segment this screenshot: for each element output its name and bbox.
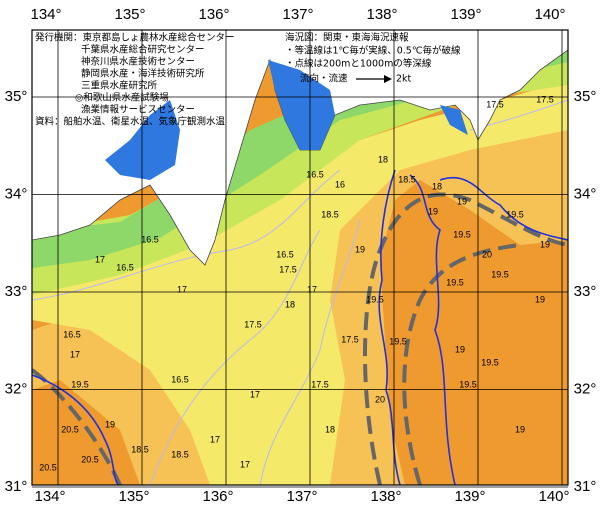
- longitude-label: 138°: [366, 6, 397, 23]
- longitude-label: 139°: [454, 488, 485, 505]
- latitude-label: 34°: [574, 185, 597, 202]
- isotherm-label: 17: [210, 434, 220, 444]
- isotherm-label: 19: [540, 239, 550, 249]
- note: ・点線は200mと1000mの等深線: [285, 58, 432, 70]
- longitude-label: 140°: [534, 6, 565, 23]
- isotherm-label: 17.5: [341, 334, 359, 344]
- latitude-label: 35°: [574, 88, 597, 105]
- isotherm-label: 19.5: [366, 294, 384, 304]
- isotherm-label: 19: [515, 424, 525, 434]
- isotherm-label: 19.5: [491, 269, 509, 279]
- isotherm-label: 19: [428, 206, 438, 216]
- longitude-label: 137°: [282, 6, 313, 23]
- graticule: [32, 30, 568, 488]
- longitude-label: 135°: [114, 6, 145, 23]
- isotherm-label: 17: [250, 389, 260, 399]
- isotherm-label: 17: [95, 254, 105, 264]
- isotherm-label: 16: [335, 179, 345, 189]
- isotherm-label: 20.5: [61, 424, 79, 434]
- isotherm-label: 17: [70, 349, 80, 359]
- longitude-label: 134°: [34, 488, 65, 505]
- source: 資料：船舶水温、衛星水温、気象庁観測水温: [35, 116, 226, 128]
- isotherm-label: 18.5: [131, 444, 149, 454]
- isotherm-label: 19.5: [453, 229, 471, 239]
- isotherm-label: 16.5: [116, 262, 134, 272]
- latitude-label: 33°: [5, 283, 28, 300]
- isotherm-label: 17.5: [244, 319, 262, 329]
- isotherm-label: 18.5: [398, 174, 416, 184]
- isotherm-label: 18: [432, 181, 442, 191]
- latitude-label: 31°: [5, 478, 28, 495]
- map-notes: 海況図：関東・東海海況速報 ・等温線は1℃毎が実線、0.5℃毎が破線 ・点線は2…: [285, 32, 461, 85]
- isotherm-label: 16.5: [306, 169, 324, 179]
- current-label: 流向・流速: [300, 73, 348, 85]
- issuer: 三重県水産研究所: [81, 80, 158, 92]
- isotherm-label: 17.5: [486, 99, 504, 109]
- isotherm-label: 17: [307, 284, 317, 294]
- longitude-label: 136°: [202, 488, 233, 505]
- isotherm-label: 17: [177, 284, 187, 294]
- longitude-label: 139°: [450, 6, 481, 23]
- isotherm-label: 19.5: [481, 357, 499, 367]
- issuer: ◎和歌山県水産試験場: [75, 92, 169, 104]
- issuer: 神奈川県水産技術センター: [81, 56, 195, 68]
- isotherm-label: 19: [455, 344, 465, 354]
- issuer: 漁業情報サービスセンター: [81, 104, 195, 116]
- isotherm-label: 16.5: [171, 374, 189, 384]
- isotherm-label: 17.5: [311, 379, 329, 389]
- current-speed: 2kt: [396, 74, 412, 85]
- isotherm-label: 18: [378, 154, 388, 164]
- issuer: 発行機関：東京都島しょ農林水産総合センター: [35, 32, 235, 44]
- isotherm-label: 20: [482, 249, 492, 259]
- latitude-label: 31°: [574, 478, 597, 495]
- sea-surface: [32, 30, 568, 485]
- isotherm-label: 19: [457, 196, 467, 206]
- isotherm-label: 19.5: [389, 336, 407, 346]
- latitude-label: 33°: [574, 283, 597, 300]
- current-arrowhead: [384, 75, 392, 83]
- isotherm-label: 16.5: [141, 234, 159, 244]
- isotherm-label: 18.5: [321, 209, 339, 219]
- contour-labels: 17.5 17.5 18 18.5 18 19 19.5 19 19.5 19 20 19 19.5 19…: [39, 94, 554, 472]
- latitude-label: 32°: [5, 380, 28, 397]
- isotherm-label: 17: [240, 459, 250, 469]
- isotherm-label: 19.5: [459, 379, 477, 389]
- latitude-label: 32°: [574, 380, 597, 397]
- isotherm-label: 19.5: [71, 379, 89, 389]
- map-frame: [31, 29, 569, 486]
- isotherm-label: 17.5: [279, 264, 297, 274]
- isotherm-label: 19: [535, 294, 545, 304]
- isotherm-label: 19.5: [506, 209, 524, 219]
- issuer: 静岡県水産・海洋技術研究所: [81, 68, 205, 80]
- longitude-label: 135°: [118, 488, 149, 505]
- longitude-label: 134°: [30, 6, 61, 23]
- note: 海況図：関東・東海海況速報: [285, 32, 409, 44]
- isotherm-label: 19: [105, 419, 115, 429]
- isotherm-label: 18.5: [171, 449, 189, 459]
- longitude-label: 137°: [286, 488, 317, 505]
- isotherm-label: 19: [355, 244, 365, 254]
- isotherm-label: 20: [375, 394, 385, 404]
- isotherm-label: 16.5: [276, 249, 294, 259]
- isotherm-label: 18: [325, 424, 335, 434]
- longitude-label: 136°: [198, 6, 229, 23]
- latitude-label: 35°: [5, 88, 28, 105]
- isotherm-label: 18: [285, 299, 295, 309]
- issuer: 千葉県水産総合研究センター: [81, 44, 205, 56]
- isotherm-label: 20.5: [81, 454, 99, 464]
- issuer-note: 発行機関：東京都島しょ農林水産総合センター 千葉県水産総合研究センター 神奈川県…: [35, 32, 235, 128]
- note: ・等温線は1℃毎が実線、0.5℃毎が破線: [285, 45, 461, 57]
- isotherm-label: 16.5: [63, 329, 81, 339]
- isotherm-label: 17.5: [536, 94, 554, 104]
- longitude-label: 140°: [538, 488, 569, 505]
- isotherm-label: 20.5: [39, 462, 57, 472]
- latitude-label: 34°: [5, 185, 28, 202]
- isotherm-label: 19.5: [446, 277, 464, 287]
- longitude-label: 138°: [370, 488, 401, 505]
